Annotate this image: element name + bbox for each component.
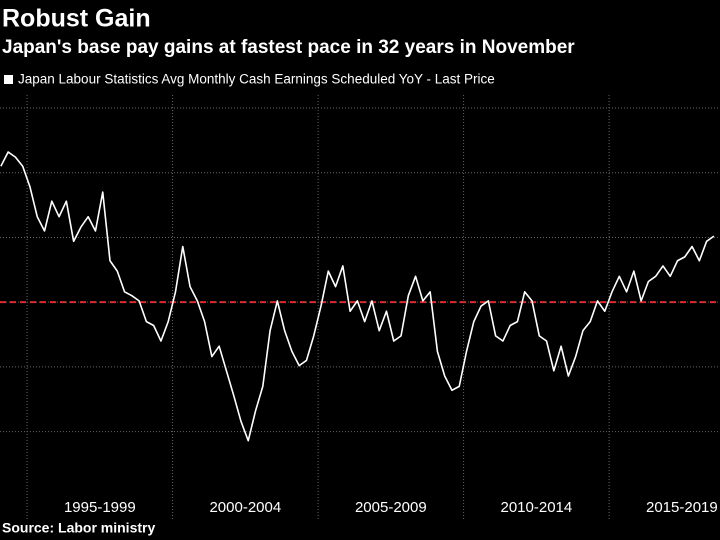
chart-subtitle: Japan's base pay gains at fastest pace i…	[2, 37, 575, 58]
x-tick-label: 2000-2004	[209, 499, 281, 516]
data-line	[0, 151, 715, 442]
legend-swatch	[4, 75, 13, 84]
chart-title: Robust Gain	[2, 5, 151, 33]
legend-label: Japan Labour Statistics Avg Monthly Cash…	[18, 72, 495, 87]
x-tick-label: 2005-2009	[355, 499, 427, 516]
x-tick-label: 1995-1999	[64, 499, 136, 516]
x-tick-label: 2010-2014	[500, 499, 572, 516]
source: Source: Labor ministry	[2, 520, 155, 536]
x-tick-label: 2015-2019	[646, 499, 718, 516]
